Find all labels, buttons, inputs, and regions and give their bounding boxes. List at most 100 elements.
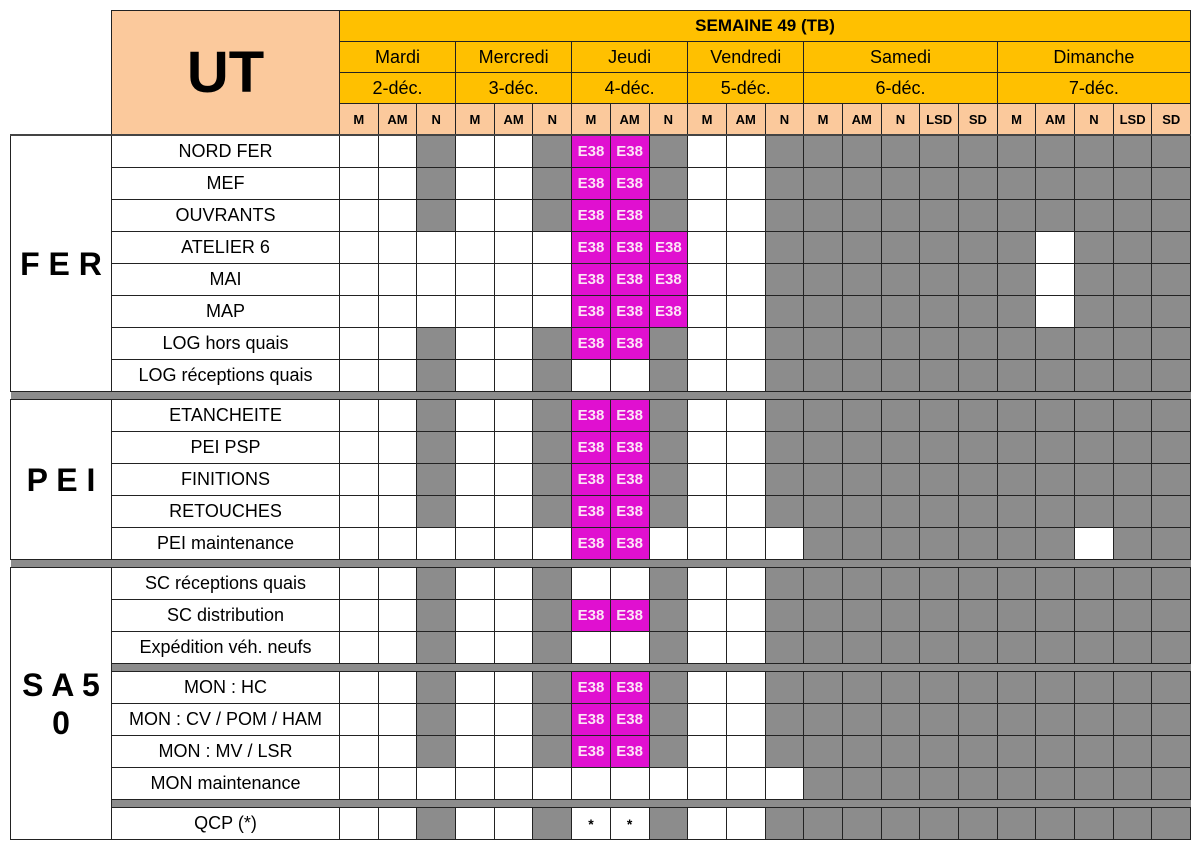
shift-cell-closed xyxy=(803,359,843,392)
shift-cell-closed xyxy=(996,599,1037,632)
shift-cell-closed xyxy=(1112,567,1153,600)
shift-cell-open xyxy=(725,134,766,168)
shift-cell-open xyxy=(725,263,766,296)
table-row: FINITIONS E38 E38 xyxy=(11,463,1192,496)
section-separator xyxy=(11,663,1191,672)
shift-cell-open xyxy=(455,671,495,704)
shift-cell-open xyxy=(493,134,534,168)
shift-cell-closed xyxy=(1074,703,1114,736)
shift-cell-closed xyxy=(880,359,921,392)
shift-cell-closed xyxy=(919,703,959,736)
shift-cell-open xyxy=(687,431,727,464)
shift-cell-closed xyxy=(1074,167,1114,200)
shift-cell-open xyxy=(725,199,766,232)
shift-cell-closed xyxy=(996,199,1037,232)
shift-cell-open xyxy=(725,671,766,704)
shift-cell-open xyxy=(725,495,766,528)
shift-cell-closed xyxy=(648,703,689,736)
shift-cell-open xyxy=(725,399,766,432)
shift-cell-closed xyxy=(764,463,805,496)
shift-cell-closed xyxy=(841,399,882,432)
shift-cell-closed xyxy=(764,631,805,664)
shift-cell-closed xyxy=(803,671,843,704)
shift-cell-closed xyxy=(1112,463,1153,496)
shift-cell-closed xyxy=(648,463,689,496)
day-name: Dimanche xyxy=(996,41,1192,73)
shift-cell-closed xyxy=(841,263,882,296)
day-name: Jeudi xyxy=(571,41,689,73)
shift-header: LSD xyxy=(919,103,959,136)
shift-cell-closed xyxy=(416,431,457,464)
shift-cell-closed xyxy=(803,767,843,800)
shift-cell-open xyxy=(455,295,495,328)
shift-cell-closed xyxy=(1035,807,1076,840)
shift-cell-closed xyxy=(958,463,998,496)
shift-cell-open xyxy=(455,631,495,664)
shift-cell-open xyxy=(377,527,418,560)
shift-cell-open xyxy=(339,399,379,432)
shift-cell-closed xyxy=(880,767,921,800)
shift-cell-closed xyxy=(880,671,921,704)
shift-cell-open xyxy=(493,599,534,632)
shift-cell-closed xyxy=(1035,134,1076,168)
shift-cell-closed xyxy=(532,495,573,528)
day-name: Samedi xyxy=(803,41,998,73)
shift-cell-e38: E38 xyxy=(648,263,689,296)
shift-cell-closed xyxy=(1035,431,1076,464)
shift-cell-closed xyxy=(532,807,573,840)
shift-cell-closed xyxy=(1035,631,1076,664)
shift-cell-closed xyxy=(880,567,921,600)
shift-cell-closed xyxy=(416,134,457,168)
shift-cell-closed xyxy=(648,399,689,432)
shift-cell-closed xyxy=(803,167,843,200)
shift-cell-e38: E38 xyxy=(648,295,689,328)
shift-header: N xyxy=(416,103,457,136)
shift-cell-open xyxy=(687,703,727,736)
shift-cell-closed xyxy=(1112,671,1153,704)
shift-cell-closed xyxy=(803,199,843,232)
shift-cell-closed xyxy=(958,495,998,528)
shift-cell-open xyxy=(493,399,534,432)
shift-cell-closed xyxy=(919,431,959,464)
shift-cell-open xyxy=(339,671,379,704)
shift-cell-closed xyxy=(416,199,457,232)
shift-cell-e38: E38 xyxy=(609,295,650,328)
day-date: 6-déc. xyxy=(803,72,998,104)
shift-cell-closed xyxy=(1151,134,1192,168)
table-row: PEI PSP E38 E38 xyxy=(11,431,1192,464)
row-label: SC distribution xyxy=(111,599,340,632)
shift-header: M xyxy=(996,103,1037,136)
shift-cell-closed xyxy=(1112,231,1153,264)
shift-cell-open xyxy=(532,263,573,296)
shift-cell-open xyxy=(455,431,495,464)
shift-cell-open xyxy=(687,167,727,200)
shift-cell-closed xyxy=(1151,263,1192,296)
shift-cell-closed xyxy=(880,631,921,664)
shift-cell-closed xyxy=(958,567,998,600)
shift-cell-closed xyxy=(1112,399,1153,432)
shift-cell-open xyxy=(571,359,611,392)
shift-cell-closed xyxy=(958,599,998,632)
corner-cell xyxy=(10,10,112,136)
shift-cell-open xyxy=(725,231,766,264)
shift-cell-open xyxy=(455,527,495,560)
shift-cell-closed xyxy=(1151,431,1192,464)
shift-cell-closed xyxy=(1074,463,1114,496)
shift-cell-open xyxy=(377,431,418,464)
shift-cell-closed xyxy=(764,431,805,464)
row-label: MEF xyxy=(111,167,340,200)
shift-cell-closed xyxy=(764,295,805,328)
day-date: 2-déc. xyxy=(338,72,457,104)
shift-cell-e38: E38 xyxy=(571,735,611,768)
shift-cell-closed xyxy=(1074,671,1114,704)
shift-cell-closed xyxy=(648,327,689,360)
shift-cell-closed xyxy=(1112,295,1153,328)
shift-cell-open xyxy=(455,167,495,200)
shift-cell-closed xyxy=(764,671,805,704)
table-row: ATELIER 6 E38 E38 E38 xyxy=(11,231,1192,264)
shift-cell-closed xyxy=(841,527,882,560)
shift-cell-closed xyxy=(648,495,689,528)
shift-cell-closed xyxy=(532,327,573,360)
shift-cell-open xyxy=(416,231,457,264)
table-row: MON : MV / LSR E38 E38 xyxy=(11,735,1192,768)
